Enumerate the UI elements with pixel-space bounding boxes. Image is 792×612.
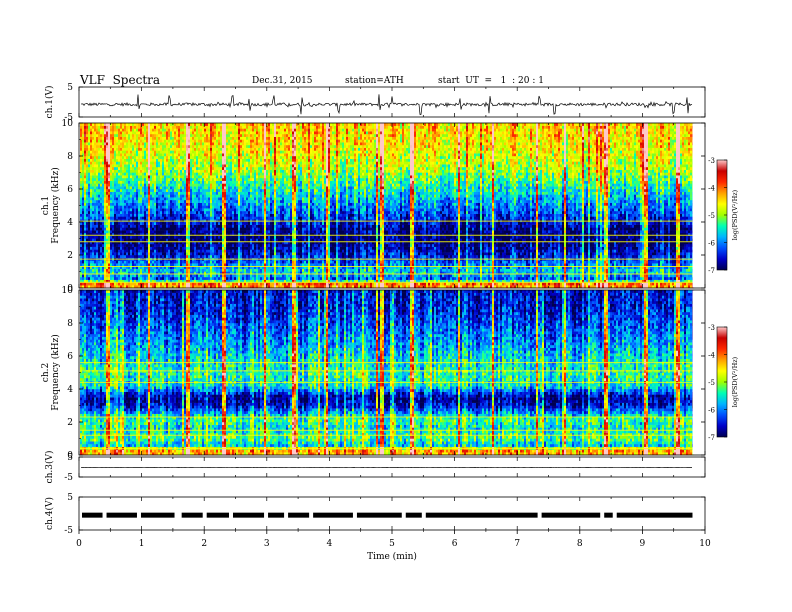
ch2-spec-colorbar-tick-label: -3 <box>708 324 715 332</box>
ch1-wave-ytick-label: 5 <box>67 83 73 93</box>
x-axis-tick-label: 8 <box>577 539 583 549</box>
ch3-wave-ytick-label: 5 <box>67 453 73 463</box>
ch1-spec-colorbar-tick-label: -5 <box>708 212 715 220</box>
ch4-wave-ytick-label: -5 <box>64 526 73 536</box>
x-axis-tick-label: 6 <box>452 539 458 549</box>
ch4-wave-segment <box>356 512 402 518</box>
ch4-wave-segment <box>313 512 353 518</box>
ch2-spec-colorbar-label: log(PSD(V²/Hz) <box>731 356 739 407</box>
ch2-spec-ytick-label: 0 <box>67 451 73 461</box>
x-axis-tick-label: 10 <box>699 539 711 549</box>
chart-title: VLF Spectra <box>80 73 160 87</box>
x-axis-tick-label: 7 <box>514 539 520 549</box>
ch4-wave-segment <box>106 512 137 518</box>
x-axis-label: Time (min) <box>367 551 417 562</box>
frames-layer <box>78 86 728 534</box>
x-axis-tick-label: 5 <box>389 539 395 549</box>
ch2-spec-ytick-label: 8 <box>67 319 73 329</box>
ch2-spec-ytick-label: 6 <box>67 352 73 362</box>
ch1-spec-colorbar-tick-label: -3 <box>708 157 715 165</box>
ch4-wave-segment <box>140 512 175 518</box>
ch4-wave-segment <box>405 512 422 518</box>
ch1-spec-ytick-label: 6 <box>67 185 73 195</box>
ch2-spec-ytick-label: 2 <box>67 418 73 428</box>
ch2-spec-ytick-label: 10 <box>62 286 74 296</box>
waveform-layer <box>80 94 693 518</box>
ch1-spec-colorbar-tick-label: -4 <box>708 185 715 193</box>
ch1-spec-ylabel: Frequency (kHz) <box>50 167 61 244</box>
x-axis-tick-label: 9 <box>640 539 646 549</box>
date-label: Dec.31, 2015 <box>252 76 313 86</box>
ch1-spec-colorbar-tick-label: -7 <box>708 267 715 275</box>
station-label: station=ATH <box>345 76 404 86</box>
ch1-wave-frame <box>78 86 706 118</box>
ch4-wave-segment <box>181 512 203 518</box>
ch4-wave-segment <box>541 512 601 518</box>
ch1-wave-ylabel: ch.1(V) <box>44 86 55 119</box>
ch3-wave-ytick-label: -5 <box>64 473 73 483</box>
ch2-spec-colorbar-tick-label: -5 <box>708 379 715 387</box>
ch1-spec-channel-label: ch.1 <box>41 196 51 215</box>
ch3-wave-ylabel: ch.3(V) <box>44 451 55 484</box>
ch4-wave-segment <box>268 512 285 518</box>
ch2-spec-channel-label: ch.2 <box>41 363 51 382</box>
spectrogram-layer <box>80 123 705 456</box>
ch4-wave-segment <box>425 512 538 518</box>
ch4-wave-ytick-label: 5 <box>67 493 73 503</box>
ch4-wave-ylabel: ch.4(V) <box>44 497 55 530</box>
ch1-spec-colorbar-tick-label: -6 <box>708 240 715 248</box>
x-axis-tick-label: 1 <box>139 539 145 549</box>
ch1-spec-colorbar-label: log(PSD(V²/Hz) <box>731 189 739 240</box>
ch1-spec-ytick-label: 10 <box>62 119 74 129</box>
ch2-spec-ytick-label: 4 <box>67 385 73 395</box>
ch1-spec-ytick-label: 2 <box>67 251 73 261</box>
ch4-wave-segment <box>232 512 265 518</box>
x-axis-tick-label: 2 <box>201 539 207 549</box>
ch4-wave-segment <box>206 512 229 518</box>
ch1-wave-ytick-label: -5 <box>64 113 73 123</box>
ch2-spec-colorbar-tick-label: -7 <box>708 434 715 442</box>
ch1-spec-ytick-label: 4 <box>67 218 73 228</box>
ch4-wave-segment <box>288 512 310 518</box>
ch2-spec-colorbar-tick-label: -6 <box>708 407 715 415</box>
x-axis-tick-label: 3 <box>264 539 270 549</box>
ch4-wave-segment <box>604 512 613 518</box>
ch4-wave-segment <box>82 512 103 518</box>
ch2-spec-colorbar-tick-label: -4 <box>708 352 715 360</box>
ch1-spec-ytick-label: 0 <box>67 284 73 294</box>
x-axis-tick-label: 0 <box>76 539 82 549</box>
x-axis-tick-label: 4 <box>327 539 333 549</box>
ch4-wave-segment <box>616 512 693 518</box>
ch1-wave-trace <box>80 94 693 115</box>
start-time-label: start UT = 1 : 20 : 1 <box>438 76 544 86</box>
ch1-spec-ytick-label: 8 <box>67 152 73 162</box>
ch2-spec-ylabel: Frequency (kHz) <box>50 334 61 411</box>
